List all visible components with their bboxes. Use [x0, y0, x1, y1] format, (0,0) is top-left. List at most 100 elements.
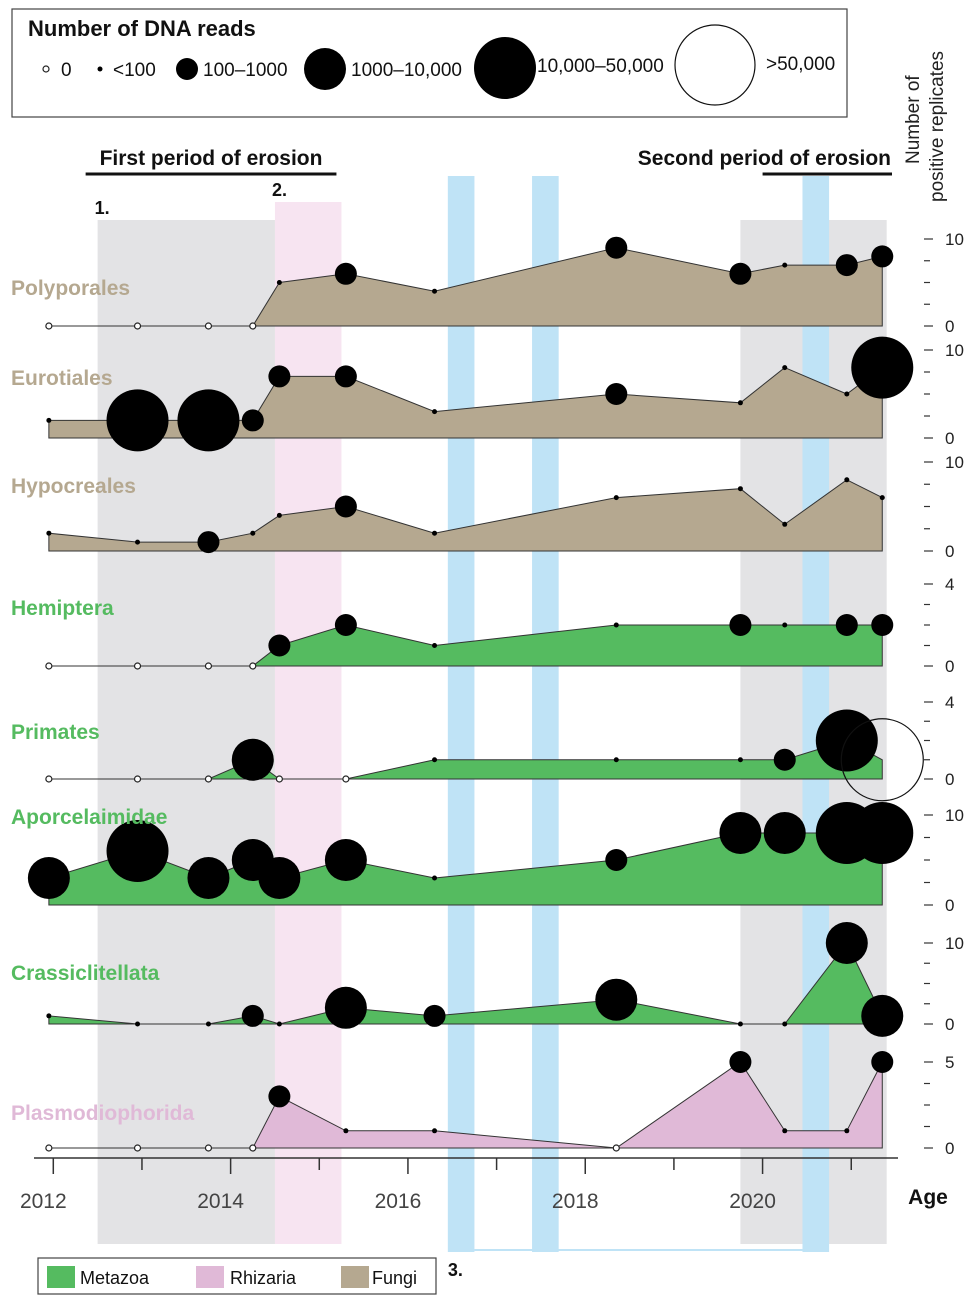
panel-crassiclitellata: Crassiclitellata 10 0	[11, 922, 964, 1037]
size-legend-title: Number of DNA reads	[28, 16, 256, 41]
size-legend-marker-0	[42, 65, 50, 73]
shaded-region-6	[802, 176, 830, 1252]
point-hypocreales-7	[613, 495, 619, 501]
point-plasmodiophorida-5	[343, 1128, 349, 1134]
point-hemiptera-1	[133, 662, 142, 670]
point-aporcelaimidae-0	[27, 857, 70, 899]
series-label-polyporales: Polyporales	[11, 277, 130, 300]
panel-hypocreales: Hypocreales 10 0	[11, 453, 964, 561]
x-tick-label-2014: 2014	[197, 1190, 244, 1213]
ytick-label-min-hemiptera: 0	[945, 657, 954, 676]
point-hypocreales-11	[879, 495, 885, 501]
size-legend-label-4: 10,000–50,000	[537, 56, 664, 77]
group-legend-label-rhizaria: Rhizaria	[230, 1268, 297, 1288]
point-polyporales-10	[835, 254, 858, 277]
point-plasmodiophorida-6	[432, 1128, 438, 1134]
series-label-crassiclitellata: Crassiclitellata	[11, 962, 160, 985]
point-hemiptera-10	[835, 614, 858, 636]
point-polyporales-1	[133, 322, 142, 330]
ytick-label-min-hypocreales: 0	[945, 542, 954, 561]
point-aporcelaimidae-7	[605, 849, 628, 871]
point-hypocreales-6	[432, 530, 438, 536]
point-eurotiales-10	[844, 391, 850, 397]
point-primates-4	[275, 775, 283, 783]
shaded-region-1	[97, 220, 275, 1244]
point-aporcelaimidae-8	[719, 812, 762, 854]
region-label-3: 3.	[448, 1260, 463, 1280]
size-legend-label-3: 1000–10,000	[351, 60, 462, 81]
point-primates-2	[204, 775, 213, 783]
point-primates-10	[815, 709, 878, 772]
point-eurotiales-4	[268, 365, 291, 388]
group-legend-swatch-fungi	[341, 1266, 369, 1288]
group-legend-swatch-metazoa	[47, 1266, 75, 1288]
point-crassiclitellata-1	[135, 1021, 141, 1027]
point-hypocreales-5	[334, 495, 357, 518]
point-hemiptera-8	[729, 614, 752, 636]
ytick-label-max-primates: 4	[945, 693, 954, 712]
point-crassiclitellata-4	[276, 1021, 282, 1027]
ytick-label-min-polyporales: 0	[945, 317, 954, 336]
point-primates-0	[45, 775, 53, 783]
group-legend-box	[37, 1257, 437, 1295]
point-primates-11	[840, 718, 924, 802]
point-plasmodiophorida-8	[729, 1051, 752, 1073]
panel-hemiptera: Hemiptera 4 0	[11, 575, 954, 676]
panel-polyporales: Polyporales 10 0	[11, 230, 964, 336]
size-legend-marker-1	[97, 66, 103, 72]
point-hemiptera-2	[204, 662, 213, 670]
point-eurotiales-6	[432, 409, 438, 415]
point-hemiptera-5	[334, 614, 357, 636]
point-primates-1	[133, 775, 142, 783]
point-crassiclitellata-0	[46, 1013, 52, 1019]
ytick-label-min-crassiclitellata: 0	[945, 1015, 954, 1034]
group-legend-label-metazoa: Metazoa	[80, 1268, 150, 1288]
point-polyporales-3	[249, 322, 257, 330]
point-eurotiales-1	[106, 389, 169, 452]
shaded-region-4	[447, 176, 475, 1252]
point-hypocreales-0	[46, 530, 52, 536]
point-polyporales-5	[334, 262, 357, 285]
x-axis: 2012 2014 2016 2018 2020 Age	[20, 1157, 948, 1213]
region-label-1: 1.	[95, 198, 110, 218]
point-hypocreales-1	[135, 539, 141, 545]
size-legend-label-0: 0	[61, 60, 72, 81]
second-period-label: Second period of erosion	[638, 147, 891, 170]
size-legend-marker-3	[304, 48, 346, 90]
point-plasmodiophorida-4	[268, 1085, 291, 1108]
point-crassiclitellata-7	[595, 978, 638, 1021]
ytick-label-max-polyporales: 10	[945, 230, 964, 249]
point-primates-5	[342, 775, 350, 783]
point-aporcelaimidae-5	[324, 839, 367, 881]
point-hemiptera-9	[782, 622, 788, 628]
size-legend-label-1: <100	[113, 60, 156, 81]
panel-aporcelaimidae: Aporcelaimidae 10 0	[11, 802, 964, 915]
point-eurotiales-8	[737, 400, 743, 406]
point-plasmodiophorida-3	[249, 1144, 257, 1152]
size-legend-label-2: 100–1000	[203, 60, 288, 81]
ytick-label-min-aporcelaimidae: 0	[945, 896, 954, 915]
x-tick-label-2020: 2020	[729, 1190, 776, 1213]
size-legend: Number of DNA reads 0 <100 100–1000 1000–10,…	[11, 8, 848, 118]
point-crassiclitellata-3	[241, 1004, 264, 1027]
point-hypocreales-8	[737, 486, 743, 492]
series-label-hemiptera: Hemiptera	[11, 597, 114, 620]
panel-eurotiales: Eurotiales 10 0	[11, 336, 964, 452]
point-crassiclitellata-5	[324, 986, 367, 1029]
first-period-label: First period of erosion	[100, 147, 323, 170]
point-polyporales-0	[45, 322, 53, 330]
erosion-period-labels: First period of erosion Second period of …	[85, 147, 892, 176]
point-primates-7	[613, 757, 619, 763]
y-axis-label: Number of positive replicates	[903, 51, 948, 202]
point-hypocreales-10	[844, 477, 850, 483]
x-tick-label-2016: 2016	[375, 1190, 422, 1213]
point-aporcelaimidae-4	[258, 857, 301, 899]
point-eurotiales-5	[334, 365, 357, 388]
series-panels: Polyporales 10 0 Eurotiales 10 0 Hypocreales 10…	[11, 230, 964, 1158]
ytick-label-max-aporcelaimidae: 10	[945, 806, 964, 825]
point-aporcelaimidae-9	[763, 812, 806, 854]
ytick-label-min-primates: 0	[945, 770, 954, 789]
point-polyporales-4	[276, 280, 282, 285]
point-crassiclitellata-10	[825, 922, 868, 964]
